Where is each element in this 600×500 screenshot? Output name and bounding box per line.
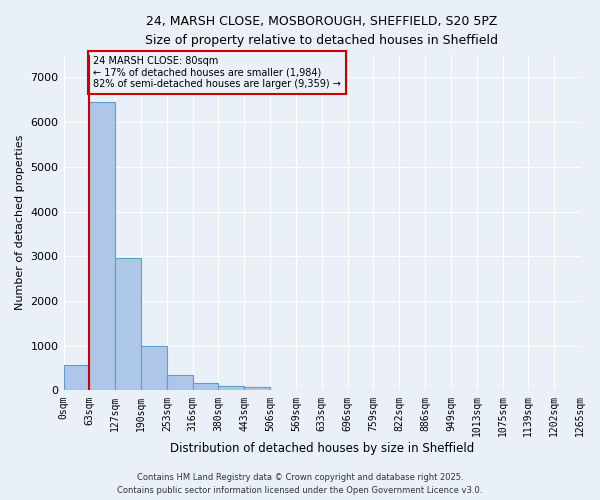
Bar: [141, 346, 167, 391]
Text: Contains HM Land Registry data © Crown copyright and database right 2025.
Contai: Contains HM Land Registry data © Crown c…: [118, 474, 482, 495]
Bar: [64, 364, 89, 390]
Bar: [89, 102, 115, 391]
Y-axis label: Number of detached properties: Number of detached properties: [15, 135, 25, 310]
Title: 24, MARSH CLOSE, MOSBOROUGH, SHEFFIELD, S20 5PZ
Size of property relative to det: 24, MARSH CLOSE, MOSBOROUGH, SHEFFIELD, …: [145, 15, 498, 47]
Bar: [115, 258, 141, 390]
Bar: [193, 383, 218, 390]
Bar: [218, 386, 244, 390]
Bar: [167, 375, 193, 390]
Bar: [244, 387, 270, 390]
X-axis label: Distribution of detached houses by size in Sheffield: Distribution of detached houses by size …: [170, 442, 474, 455]
Text: 24 MARSH CLOSE: 80sqm
← 17% of detached houses are smaller (1,984)
82% of semi-d: 24 MARSH CLOSE: 80sqm ← 17% of detached …: [93, 56, 341, 89]
